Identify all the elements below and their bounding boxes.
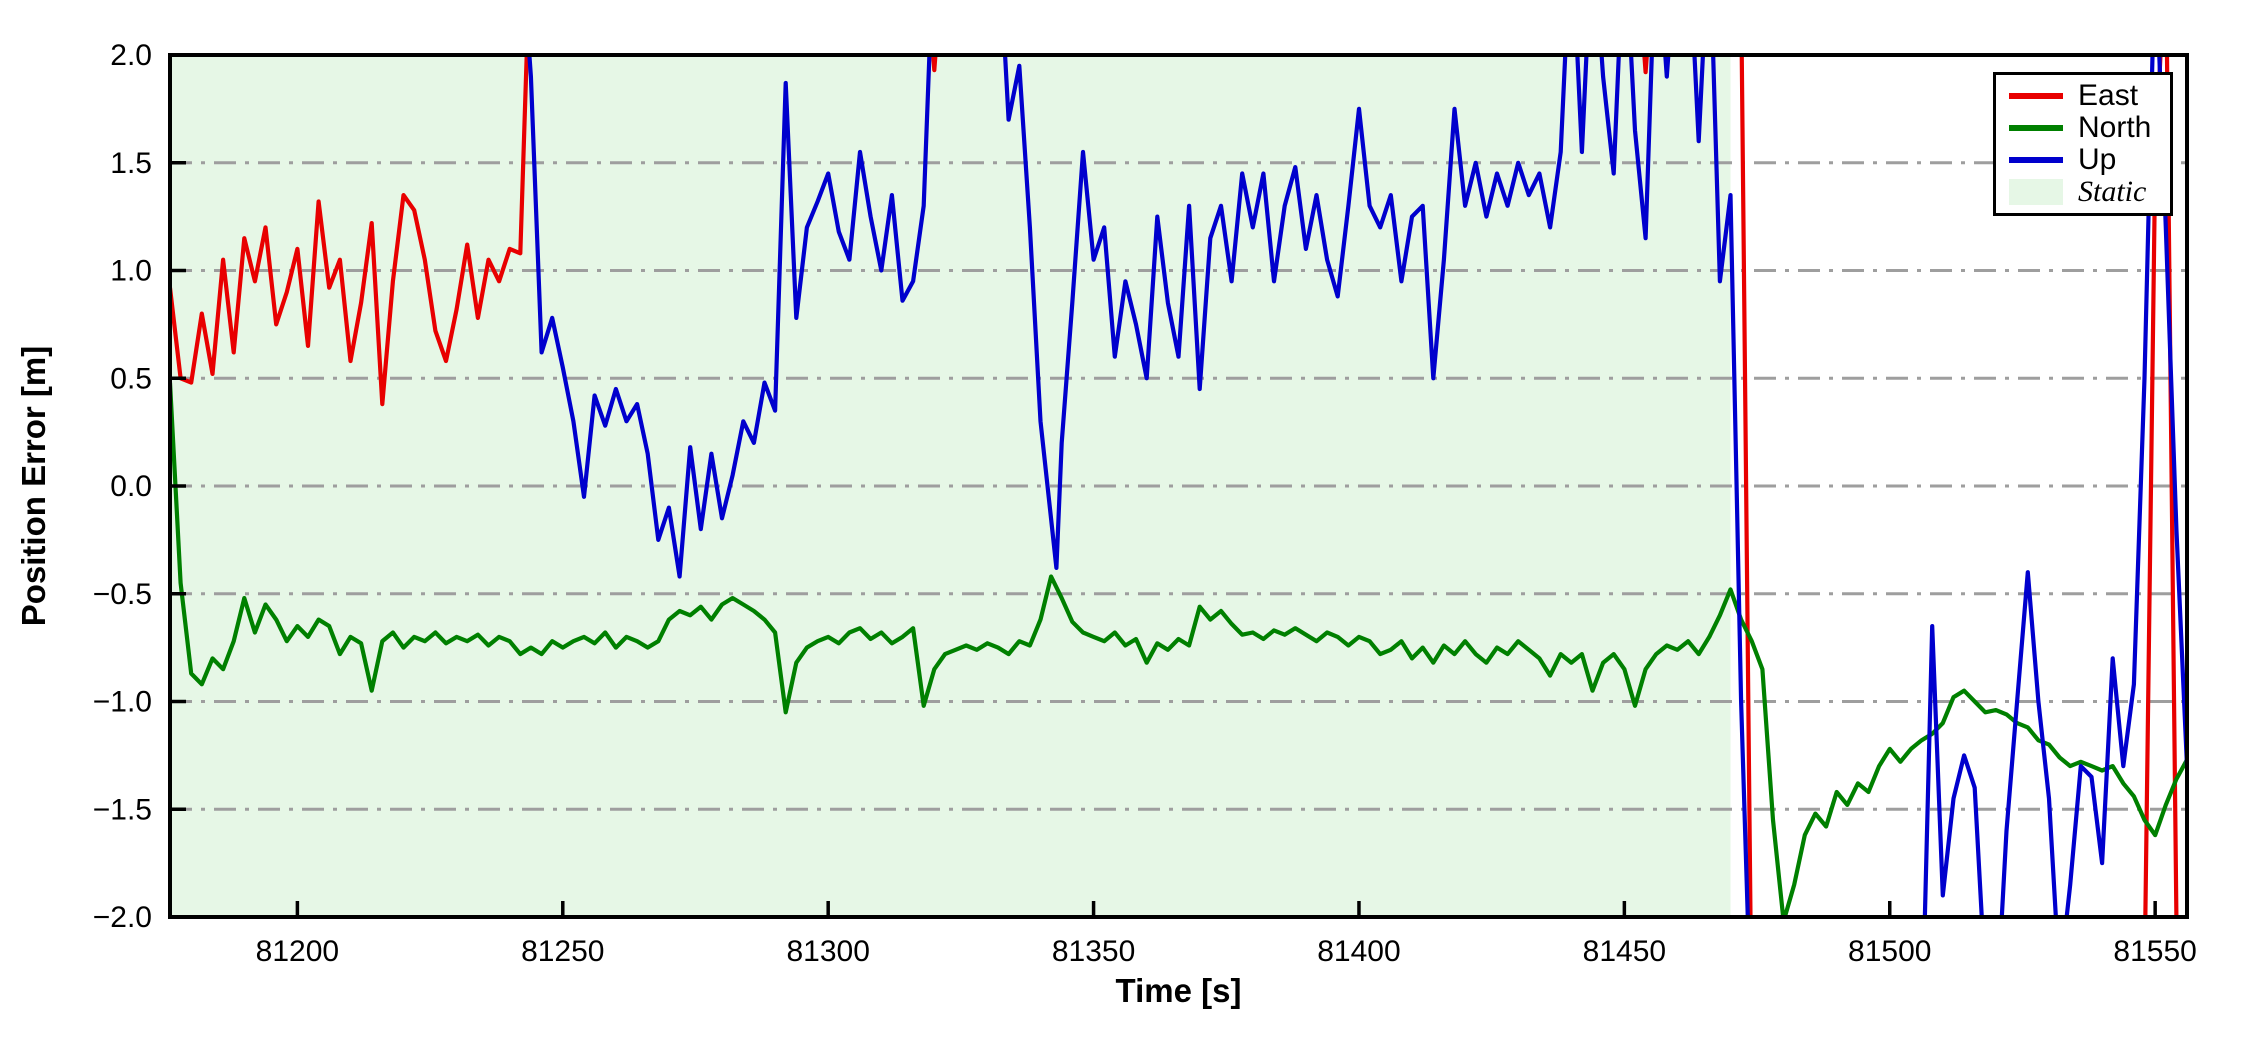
north-line-swatch-icon xyxy=(2009,125,2063,131)
legend-entry-east: East xyxy=(2009,81,2166,111)
x-tick-label: 81500 xyxy=(1848,935,1931,968)
y-tick-label: −1.0 xyxy=(93,686,152,719)
legend-label-north: North xyxy=(2078,111,2152,144)
legend-label-static: Static xyxy=(2078,175,2147,208)
y-tick-label: 2.0 xyxy=(110,39,152,72)
legend-entry-static: Static xyxy=(2009,177,2166,207)
legend-label-east: East xyxy=(2078,79,2139,112)
y-tick-label: 0.0 xyxy=(110,470,152,503)
legend-entry-north: North xyxy=(2009,113,2166,143)
y-tick-label: −2.0 xyxy=(93,901,152,934)
y-tick-label: 1.5 xyxy=(110,147,152,180)
x-tick-label: 81300 xyxy=(786,935,869,968)
x-tick-label: 81200 xyxy=(256,935,339,968)
x-tick-label: 81350 xyxy=(1052,935,1135,968)
series-east-line xyxy=(170,55,2179,917)
legend-label-up: Up xyxy=(2078,143,2117,176)
x-tick-label: 81550 xyxy=(2113,935,2196,968)
legend-entry-up: Up xyxy=(2009,145,2166,175)
series-up-line xyxy=(527,55,2187,917)
y-tick-label: 1.0 xyxy=(110,255,152,288)
x-axis-label: Time [s] xyxy=(1115,972,1242,1009)
y-axis-label: Position Error [m] xyxy=(15,345,52,627)
legend: East North Up Static xyxy=(1993,72,2173,216)
x-tick-label: 81450 xyxy=(1583,935,1666,968)
x-tick-label: 81250 xyxy=(521,935,604,968)
y-tick-label: −0.5 xyxy=(93,578,152,611)
y-tick-label: −1.5 xyxy=(93,793,152,826)
up-line-swatch-icon xyxy=(2009,157,2063,163)
y-tick-label: 0.5 xyxy=(110,362,152,395)
static-patch-swatch-icon xyxy=(2009,179,2063,205)
x-tick-label: 81400 xyxy=(1317,935,1400,968)
series-north-line xyxy=(170,382,2187,917)
east-line-swatch-icon xyxy=(2009,93,2063,99)
